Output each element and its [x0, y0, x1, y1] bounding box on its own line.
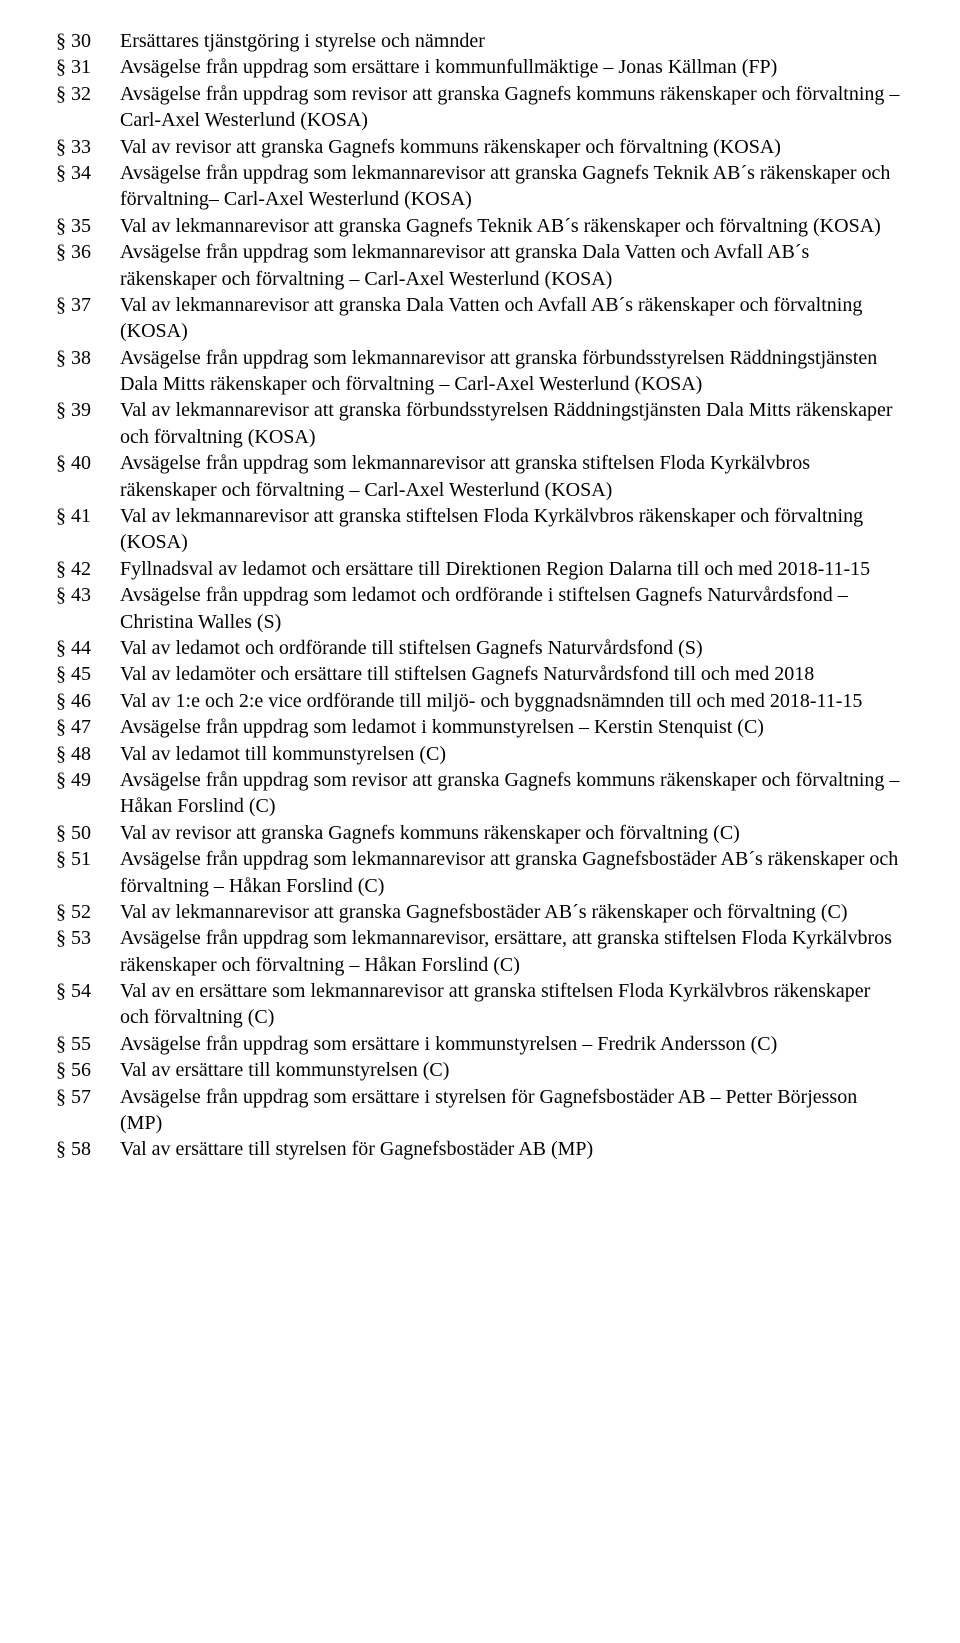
agenda-item-text: Avsägelse från uppdrag som revisor att g…: [120, 81, 904, 134]
agenda-item-section: § 55: [56, 1031, 120, 1057]
agenda-item: § 43Avsägelse från uppdrag som ledamot o…: [56, 582, 904, 635]
agenda-item-section: § 38: [56, 345, 120, 371]
agenda-item-section: § 31: [56, 54, 120, 80]
agenda-item: § 44Val av ledamot och ordförande till s…: [56, 635, 904, 661]
agenda-item-section: § 39: [56, 397, 120, 423]
agenda-item-section: § 53: [56, 925, 120, 951]
agenda-item-text: Fyllnadsval av ledamot och ersättare til…: [120, 556, 904, 582]
agenda-item: § 37Val av lekmannarevisor att granska D…: [56, 292, 904, 345]
agenda-item: § 51Avsägelse från uppdrag som lekmannar…: [56, 846, 904, 899]
agenda-item-text: Val av 1:e och 2:e vice ordförande till …: [120, 688, 904, 714]
agenda-item-text: Val av lekmannarevisor att granska Dala …: [120, 292, 904, 345]
agenda-item-section: § 47: [56, 714, 120, 740]
agenda-item-section: § 43: [56, 582, 120, 608]
agenda-item-section: § 37: [56, 292, 120, 318]
agenda-item: § 36Avsägelse från uppdrag som lekmannar…: [56, 239, 904, 292]
agenda-item-text: Val av lekmannarevisor att granska Gagne…: [120, 899, 904, 925]
agenda-item-text: Avsägelse från uppdrag som lekmannarevis…: [120, 160, 904, 213]
agenda-item-section: § 46: [56, 688, 120, 714]
agenda-item-text: Avsägelse från uppdrag som lekmannarevis…: [120, 846, 904, 899]
agenda-item: § 55Avsägelse från uppdrag som ersättare…: [56, 1031, 904, 1057]
agenda-item: § 46Val av 1:e och 2:e vice ordförande t…: [56, 688, 904, 714]
agenda-item-section: § 58: [56, 1136, 120, 1162]
agenda-item: § 49Avsägelse från uppdrag som revisor a…: [56, 767, 904, 820]
agenda-item-section: § 44: [56, 635, 120, 661]
agenda-item-section: § 35: [56, 213, 120, 239]
agenda-item-section: § 48: [56, 741, 120, 767]
agenda-item-section: § 45: [56, 661, 120, 687]
agenda-item: § 35Val av lekmannarevisor att granska G…: [56, 213, 904, 239]
agenda-item-section: § 49: [56, 767, 120, 793]
agenda-item-text: Val av ersättare till styrelsen för Gagn…: [120, 1136, 904, 1162]
agenda-item-section: § 57: [56, 1084, 120, 1110]
agenda-item-text: Avsägelse från uppdrag som ersättare i s…: [120, 1084, 904, 1137]
agenda-item: § 41Val av lekmannarevisor att granska s…: [56, 503, 904, 556]
agenda-item: § 30Ersättares tjänstgöring i styrelse o…: [56, 28, 904, 54]
agenda-item: § 45Val av ledamöter och ersättare till …: [56, 661, 904, 687]
agenda-item-section: § 32: [56, 81, 120, 107]
agenda-item-text: Val av lekmannarevisor att granska stift…: [120, 503, 904, 556]
agenda-item-section: § 30: [56, 28, 120, 54]
agenda-item: § 42Fyllnadsval av ledamot och ersättare…: [56, 556, 904, 582]
agenda-item-text: Val av ledamot och ordförande till stift…: [120, 635, 904, 661]
agenda-item: § 38Avsägelse från uppdrag som lekmannar…: [56, 345, 904, 398]
agenda-item: § 40Avsägelse från uppdrag som lekmannar…: [56, 450, 904, 503]
agenda-item-text: Avsägelse från uppdrag som lekmannarevis…: [120, 239, 904, 292]
agenda-item-text: Val av lekmannarevisor att granska förbu…: [120, 397, 904, 450]
agenda-item: § 32Avsägelse från uppdrag som revisor a…: [56, 81, 904, 134]
agenda-item-text: Avsägelse från uppdrag som lekmannarevis…: [120, 925, 904, 978]
agenda-item: § 31Avsägelse från uppdrag som ersättare…: [56, 54, 904, 80]
agenda-item: § 58Val av ersättare till styrelsen för …: [56, 1136, 904, 1162]
agenda-item-text: Avsägelse från uppdrag som ersättare i k…: [120, 1031, 904, 1057]
agenda-item-section: § 36: [56, 239, 120, 265]
agenda-list: § 30Ersättares tjänstgöring i styrelse o…: [56, 28, 904, 1163]
agenda-item: § 54Val av en ersättare som lekmannarevi…: [56, 978, 904, 1031]
agenda-item-section: § 51: [56, 846, 120, 872]
agenda-item-text: Val av revisor att granska Gagnefs kommu…: [120, 820, 904, 846]
agenda-item-text: Avsägelse från uppdrag som ledamot och o…: [120, 582, 904, 635]
agenda-item: § 39Val av lekmannarevisor att granska f…: [56, 397, 904, 450]
agenda-item-text: Avsägelse från uppdrag som ledamot i kom…: [120, 714, 904, 740]
agenda-item-section: § 56: [56, 1057, 120, 1083]
agenda-item-text: Avsägelse från uppdrag som lekmannarevis…: [120, 345, 904, 398]
agenda-item-section: § 42: [56, 556, 120, 582]
agenda-item: § 53Avsägelse från uppdrag som lekmannar…: [56, 925, 904, 978]
agenda-item-section: § 52: [56, 899, 120, 925]
agenda-item: § 48Val av ledamot till kommunstyrelsen …: [56, 741, 904, 767]
agenda-item-text: Avsägelse från uppdrag som revisor att g…: [120, 767, 904, 820]
agenda-item: § 57Avsägelse från uppdrag som ersättare…: [56, 1084, 904, 1137]
agenda-item-section: § 41: [56, 503, 120, 529]
agenda-item-section: § 33: [56, 134, 120, 160]
agenda-item: § 34Avsägelse från uppdrag som lekmannar…: [56, 160, 904, 213]
agenda-item-text: Avsägelse från uppdrag som ersättare i k…: [120, 54, 904, 80]
agenda-item-section: § 40: [56, 450, 120, 476]
agenda-item: § 47Avsägelse från uppdrag som ledamot i…: [56, 714, 904, 740]
agenda-item: § 33Val av revisor att granska Gagnefs k…: [56, 134, 904, 160]
agenda-item-text: Val av lekmannarevisor att granska Gagne…: [120, 213, 904, 239]
agenda-item-text: Val av ledamöter och ersättare till stif…: [120, 661, 904, 687]
agenda-item-section: § 54: [56, 978, 120, 1004]
agenda-item: § 52Val av lekmannarevisor att granska G…: [56, 899, 904, 925]
agenda-item-text: Val av ledamot till kommunstyrelsen (C): [120, 741, 904, 767]
agenda-item-text: Val av en ersättare som lekmannarevisor …: [120, 978, 904, 1031]
agenda-item: § 50Val av revisor att granska Gagnefs k…: [56, 820, 904, 846]
agenda-item-section: § 50: [56, 820, 120, 846]
agenda-item-text: Avsägelse från uppdrag som lekmannarevis…: [120, 450, 904, 503]
agenda-item-text: Val av revisor att granska Gagnefs kommu…: [120, 134, 904, 160]
agenda-item-text: Ersättares tjänstgöring i styrelse och n…: [120, 28, 904, 54]
agenda-item-text: Val av ersättare till kommunstyrelsen (C…: [120, 1057, 904, 1083]
agenda-item-section: § 34: [56, 160, 120, 186]
agenda-item: § 56Val av ersättare till kommunstyrelse…: [56, 1057, 904, 1083]
